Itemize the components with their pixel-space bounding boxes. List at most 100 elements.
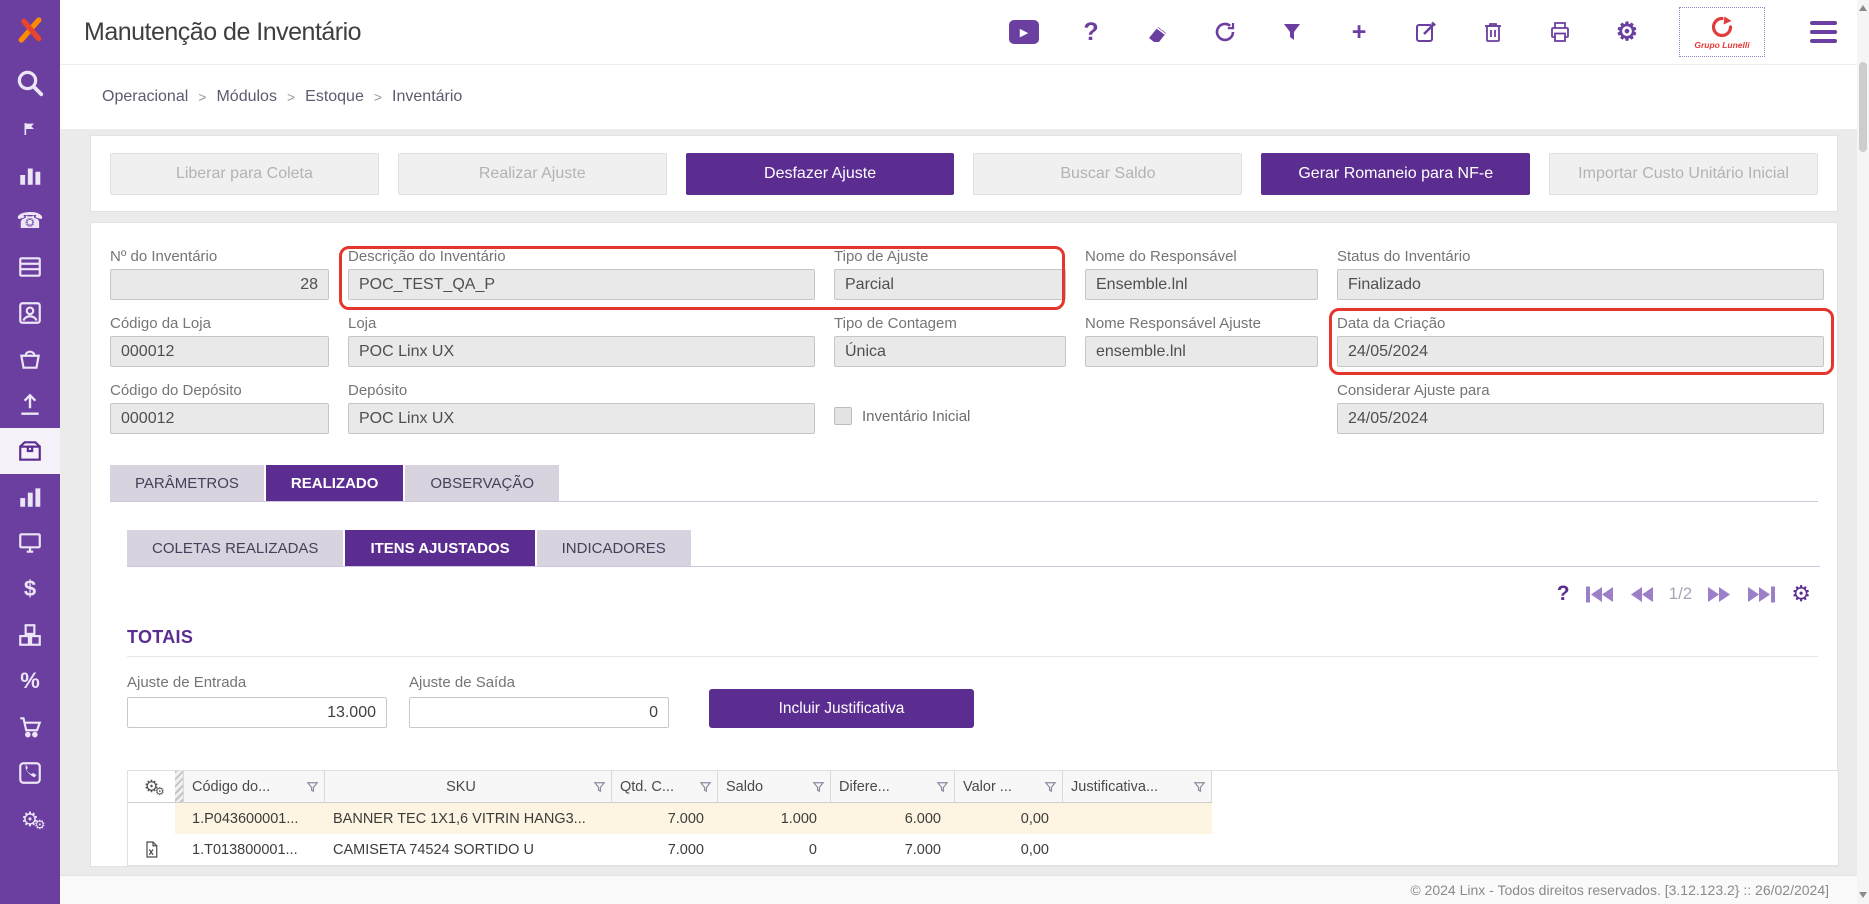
filter-icon[interactable] [1277, 17, 1307, 47]
linx-logo-icon[interactable] [0, 0, 60, 60]
settings-gear-icon[interactable]: ⚙ [1615, 18, 1639, 46]
nome-responsavel-input[interactable]: Ensemble.lnl [1085, 269, 1318, 300]
col-justificativa[interactable]: Justificativa... [1063, 771, 1212, 803]
main-tabs: PARÂMETROS REALIZADO OBSERVAÇÃO [110, 465, 1818, 502]
vertical-scrollbar[interactable] [1857, 0, 1869, 904]
help-icon[interactable]: ? [1083, 17, 1099, 46]
filter-funnel-icon[interactable] [1044, 780, 1057, 793]
filter-funnel-icon[interactable] [936, 780, 949, 793]
gear-pair-icon[interactable]: ⚙ ⚙ [21, 808, 46, 832]
breadcrumb-inventario[interactable]: Inventário [392, 88, 463, 105]
filter-funnel-icon[interactable] [1193, 780, 1206, 793]
filter-funnel-icon[interactable] [306, 780, 319, 793]
numero-inventario-input[interactable]: 28 [110, 269, 329, 300]
phone-icon[interactable]: ☎ [16, 208, 44, 233]
breadcrumb-estoque[interactable]: Estoque [305, 88, 364, 105]
refresh-icon[interactable] [1210, 17, 1240, 47]
grid-help-icon[interactable]: ? [1556, 582, 1570, 605]
prev-page-icon[interactable] [1630, 585, 1654, 604]
realizar-ajuste-button[interactable]: Realizar Ajuste [397, 152, 667, 195]
scroll-up-icon[interactable] [1859, 5, 1867, 11]
cell-sku: BANNER TEC 1X1,6 VITRIN HANG3... [325, 803, 612, 834]
edit-icon[interactable] [1411, 17, 1441, 47]
field-tipo-ajuste: Tipo de Ajuste Parcial [834, 247, 1066, 300]
col-qtd[interactable]: Qtd. C... [612, 771, 718, 803]
eraser-icon[interactable] [1143, 17, 1173, 47]
ajuste-entrada-input[interactable]: 13.000 [127, 697, 387, 728]
col-sku[interactable]: SKU [325, 771, 612, 803]
status-inventario-input[interactable]: Finalizado [1337, 269, 1824, 300]
tab-itens-ajustados[interactable]: ITENS AJUSTADOS [345, 530, 535, 566]
ajuste-saida-input[interactable]: 0 [409, 697, 669, 728]
inventario-inicial-label: Inventário Inicial [862, 407, 971, 425]
sidebar-item-inventory-package-icon[interactable] [0, 428, 60, 474]
cell-codigo: 1.P043600001... [184, 803, 325, 834]
sub-tabs: COLETAS REALIZADAS ITENS AJUSTADOS INDIC… [127, 530, 1820, 567]
phone-support-icon[interactable] [0, 750, 60, 796]
field-inventario-inicial: Inventário Inicial [834, 381, 1066, 434]
nome-responsavel-ajuste-input[interactable]: ensemble.lnl [1085, 336, 1318, 367]
buscar-saldo-button[interactable]: Buscar Saldo [973, 152, 1243, 195]
percent-icon[interactable]: % [20, 668, 40, 693]
row-gutter [128, 834, 175, 865]
scroll-down-icon[interactable] [1859, 892, 1867, 898]
menu-icon[interactable] [1810, 21, 1837, 43]
print-icon[interactable] [1545, 17, 1575, 47]
col-diferenca[interactable]: Difere... [831, 771, 955, 803]
grid-settings-icon[interactable]: ⚙ [1791, 581, 1811, 606]
field-nome-responsavel: Nome do Responsável Ensemble.lnl [1085, 247, 1318, 300]
brand-badge[interactable]: Grupo Lunelli [1679, 7, 1765, 57]
tab-observacao[interactable]: OBSERVAÇÃO [405, 465, 560, 501]
contact-card-icon[interactable] [0, 290, 60, 336]
field-data-criacao: Data da Criação 24/05/2024 [1337, 314, 1824, 367]
descricao-inventario-input[interactable]: POC_TEST_QA_P [348, 269, 815, 300]
delete-icon[interactable] [1478, 17, 1508, 47]
cubes-icon[interactable] [0, 612, 60, 658]
tab-indicadores[interactable]: INDICADORES [536, 530, 691, 566]
bar-chart-alt-icon[interactable] [0, 474, 60, 520]
col-saldo[interactable]: Saldo [718, 771, 831, 803]
flag-icon[interactable] [0, 106, 60, 152]
tab-parametros[interactable]: PARÂMETROS [110, 465, 264, 501]
cart-icon[interactable] [0, 704, 60, 750]
excel-export-icon[interactable] [144, 840, 159, 859]
add-icon[interactable]: + [1351, 17, 1367, 46]
codigo-loja-input[interactable]: 000012 [110, 336, 329, 367]
first-page-icon[interactable] [1585, 585, 1615, 604]
deposito-input[interactable]: POC Linx UX [348, 403, 815, 434]
codigo-deposito-input[interactable]: 000012 [110, 403, 329, 434]
filter-funnel-icon[interactable] [812, 780, 825, 793]
monitor-icon[interactable] [0, 520, 60, 566]
currency-icon[interactable]: $ [23, 576, 37, 601]
scroll-thumb[interactable] [1859, 62, 1867, 152]
filter-funnel-icon[interactable] [699, 780, 712, 793]
column-settings-cell[interactable]: ⚙ ⚙ [128, 771, 175, 803]
tab-coletas-realizadas[interactable]: COLETAS REALIZADAS [127, 530, 344, 566]
considerar-ajuste-input[interactable]: 24/05/2024 [1337, 403, 1824, 434]
table-list-icon[interactable] [0, 244, 60, 290]
filter-funnel-icon[interactable] [593, 780, 606, 793]
importar-custo-button[interactable]: Importar Custo Unitário Inicial [1549, 152, 1818, 195]
tab-realizado[interactable]: REALIZADO [265, 465, 404, 501]
inventario-inicial-checkbox[interactable] [834, 407, 852, 425]
breadcrumb-operacional[interactable]: Operacional [102, 88, 189, 105]
desfazer-ajuste-button[interactable]: Desfazer Ajuste [685, 152, 955, 195]
video-help-icon[interactable]: ▶ [1009, 17, 1039, 47]
basket-icon[interactable] [0, 336, 60, 382]
loja-input[interactable]: POC Linx UX [348, 336, 815, 367]
tipo-ajuste-input[interactable]: Parcial [834, 269, 1066, 300]
field-ajuste-entrada: Ajuste de Entrada 13.000 [127, 673, 387, 728]
search-icon[interactable] [0, 60, 60, 106]
incluir-justificativa-button[interactable]: Incluir Justificativa [709, 689, 974, 728]
col-codigo[interactable]: Código do... [184, 771, 325, 803]
bar-chart-icon[interactable] [0, 152, 60, 198]
col-valor[interactable]: Valor ... [955, 771, 1063, 803]
last-page-icon[interactable] [1746, 585, 1776, 604]
gerar-romaneio-button[interactable]: Gerar Romaneio para NF-e [1261, 152, 1531, 195]
tipo-contagem-input[interactable]: Única [834, 336, 1066, 367]
next-page-icon[interactable] [1707, 585, 1731, 604]
data-criacao-input[interactable]: 24/05/2024 [1337, 336, 1824, 367]
breadcrumb-modulos[interactable]: Módulos [216, 88, 277, 105]
liberar-para-coleta-button[interactable]: Liberar para Coleta [110, 152, 379, 195]
upload-icon[interactable] [0, 382, 60, 428]
